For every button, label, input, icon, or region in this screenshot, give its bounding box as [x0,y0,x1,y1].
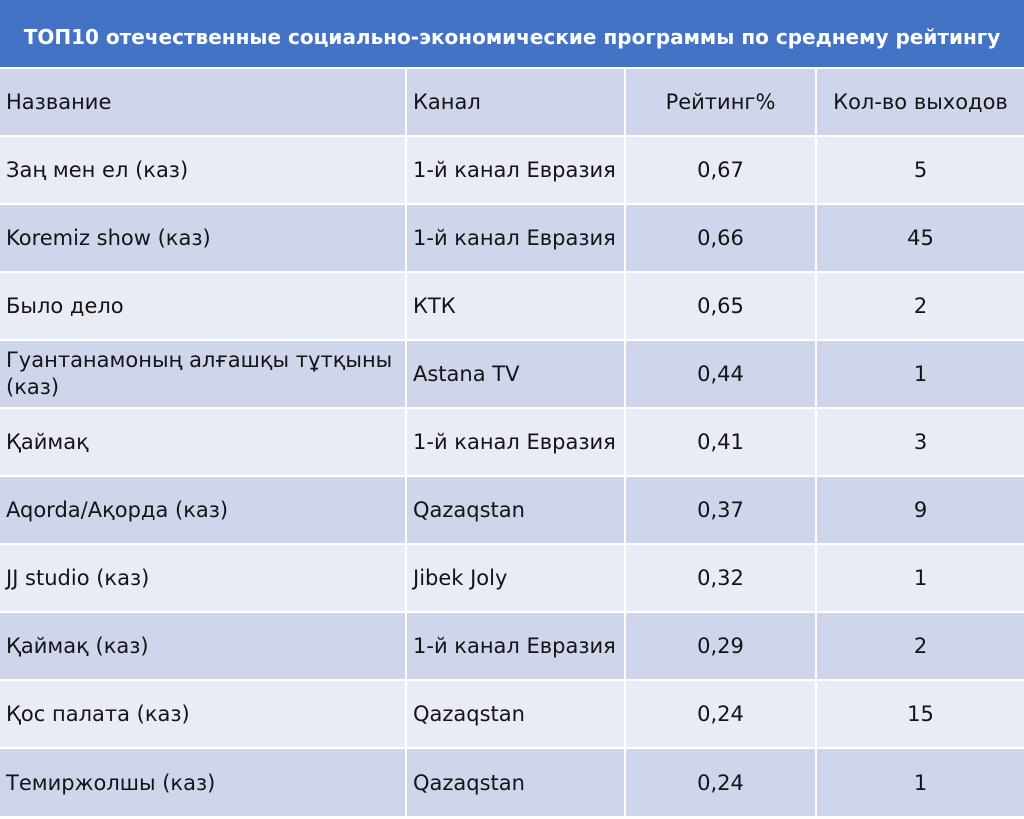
cell-rating: 0,29 [624,611,816,680]
cell-channel: Qazaqstan [405,679,625,748]
table-row: Было дело КТК 0,65 2 [0,271,1024,340]
cell-channel: 1-й канал Евразия [405,611,625,680]
table-row: JJ studio (каз) Jibek Joly 0,32 1 [0,543,1024,612]
cell-channel: 1-й канал Евразия [405,203,625,272]
cell-rating: 0,32 [624,543,816,612]
column-header-rating: Рейтинг% [624,67,816,136]
cell-count: 1 [815,543,1024,612]
table-title: ТОП10 отечественные социально-экономичес… [0,0,1024,68]
cell-channel: 1-й канал Евразия [405,407,625,476]
cell-rating: 0,37 [624,475,816,544]
cell-name: Гуантанамоның алғашқы тұтқыны (каз) [0,339,406,408]
cell-count: 9 [815,475,1024,544]
cell-rating: 0,66 [624,203,816,272]
cell-channel: Qazaqstan [405,475,625,544]
cell-channel: 1-й канал Евразия [405,135,625,204]
table-row: Қаймақ 1-й канал Евразия 0,41 3 [0,407,1024,476]
table-row: Қос палата (каз) Qazaqstan 0,24 15 [0,679,1024,748]
column-header-row: Название Канал Рейтинг% Кол-во выходов [0,67,1024,136]
table-title-row: ТОП10 отечественные социально-экономичес… [0,0,1024,68]
cell-channel: Jibek Joly [405,543,625,612]
cell-channel: КТК [405,271,625,340]
table-row: Aqorda/Ақорда (каз) Qazaqstan 0,37 9 [0,475,1024,544]
cell-rating: 0,65 [624,271,816,340]
table-row: Koremiz show (каз) 1-й канал Евразия 0,66 4… [0,203,1024,272]
column-header-name: Название [0,67,406,136]
cell-channel: Astana TV [405,339,625,408]
cell-count: 2 [815,271,1024,340]
cell-rating: 0,67 [624,135,816,204]
cell-count: 15 [815,679,1024,748]
column-header-count: Кол-во выходов [815,67,1024,136]
cell-name: Қаймақ [0,407,406,476]
cell-count: 45 [815,203,1024,272]
cell-name: Қаймақ (каз) [0,611,406,680]
table-row: Темиржолшы (каз) Qazaqstan 0,24 1 [0,747,1024,816]
cell-count: 2 [815,611,1024,680]
table-row: Қаймақ (каз) 1-й канал Евразия 0,29 2 [0,611,1024,680]
cell-name: Koremiz show (каз) [0,203,406,272]
cell-rating: 0,24 [624,679,816,748]
cell-count: 1 [815,339,1024,408]
cell-name: Темиржолшы (каз) [0,747,406,816]
cell-rating: 0,24 [624,747,816,816]
cell-count: 1 [815,747,1024,816]
cell-channel: Qazaqstan [405,747,625,816]
cell-name: Заң мен ел (каз) [0,135,406,204]
cell-count: 3 [815,407,1024,476]
cell-name: JJ studio (каз) [0,543,406,612]
cell-count: 5 [815,135,1024,204]
cell-name: Было дело [0,271,406,340]
cell-name: Қос палата (каз) [0,679,406,748]
cell-rating: 0,44 [624,339,816,408]
table-row: Заң мен ел (каз) 1-й канал Евразия 0,67 5 [0,135,1024,204]
cell-rating: 0,41 [624,407,816,476]
cell-name: Aqorda/Ақорда (каз) [0,475,406,544]
table-row: Гуантанамоның алғашқы тұтқыны (каз) Astan… [0,339,1024,408]
column-header-channel: Канал [405,67,625,136]
